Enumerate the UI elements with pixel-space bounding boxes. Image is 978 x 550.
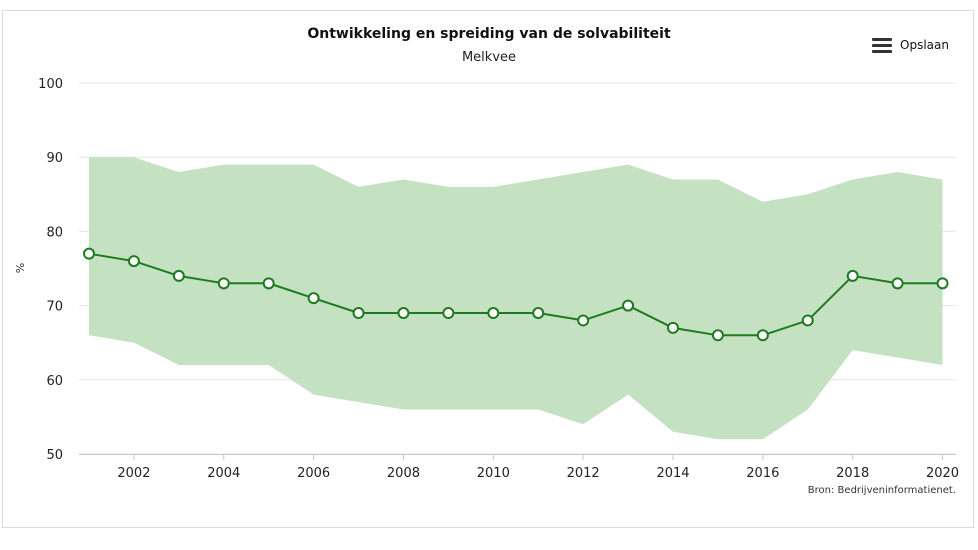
chart-subtitle: Melkvee xyxy=(461,50,517,65)
x-tick-label: 2018 xyxy=(836,466,869,481)
x-tick-label: 2004 xyxy=(207,466,240,481)
x-tick-label: 2002 xyxy=(117,466,150,481)
data-point[interactable] xyxy=(172,269,185,282)
source-note: Bron: Bedrijveninformatienet. xyxy=(808,485,956,496)
y-tick-label: 100 xyxy=(38,77,63,92)
data-point[interactable] xyxy=(397,307,410,320)
data-point[interactable] xyxy=(666,321,679,334)
data-point[interactable] xyxy=(532,307,545,320)
series-markers xyxy=(83,247,949,342)
data-point[interactable] xyxy=(352,307,365,320)
data-point[interactable] xyxy=(711,329,724,342)
data-point[interactable] xyxy=(442,307,455,320)
data-point[interactable] xyxy=(307,292,320,305)
x-tick-label: 2020 xyxy=(926,466,959,481)
export-menu-label: Opslaan xyxy=(900,38,949,52)
y-tick-label: 90 xyxy=(46,151,63,166)
y-tick-label: 50 xyxy=(46,448,63,463)
x-tick-label: 2010 xyxy=(477,466,510,481)
data-point[interactable] xyxy=(217,277,230,290)
data-point[interactable] xyxy=(891,277,904,290)
y-axis-label: % xyxy=(14,263,27,273)
series-line xyxy=(88,252,943,337)
range-band xyxy=(89,157,943,440)
data-point[interactable] xyxy=(83,247,95,260)
data-point[interactable] xyxy=(262,277,275,290)
data-point[interactable] xyxy=(846,269,859,282)
hamburger-menu-icon xyxy=(872,37,892,53)
x-tick-label: 2012 xyxy=(567,466,600,481)
data-point[interactable] xyxy=(487,307,500,320)
y-axis-ticks: 50 60 70 80 90 100 xyxy=(38,77,63,463)
y-tick-label: 80 xyxy=(46,225,63,240)
data-point[interactable] xyxy=(801,314,814,327)
y-tick-label: 60 xyxy=(46,374,63,389)
x-tick-label: 2014 xyxy=(656,466,689,481)
data-point[interactable] xyxy=(127,255,140,268)
data-point[interactable] xyxy=(756,329,769,342)
data-point[interactable] xyxy=(577,314,590,327)
x-tick-label: 2006 xyxy=(297,466,330,481)
export-menu-button[interactable]: Opslaan xyxy=(872,36,949,54)
chart-title: Ontwikkeling en spreiding van de solvabi… xyxy=(307,26,671,42)
x-tick-label: 2016 xyxy=(746,466,779,481)
data-point[interactable] xyxy=(936,277,949,290)
x-tick-label: 2008 xyxy=(387,466,420,481)
x-axis-ticks: 2002 2004 2006 2008 2010 2012 2014 2016 2018 2020 xyxy=(117,454,959,481)
y-tick-label: 70 xyxy=(46,300,63,315)
data-point[interactable] xyxy=(622,299,635,312)
